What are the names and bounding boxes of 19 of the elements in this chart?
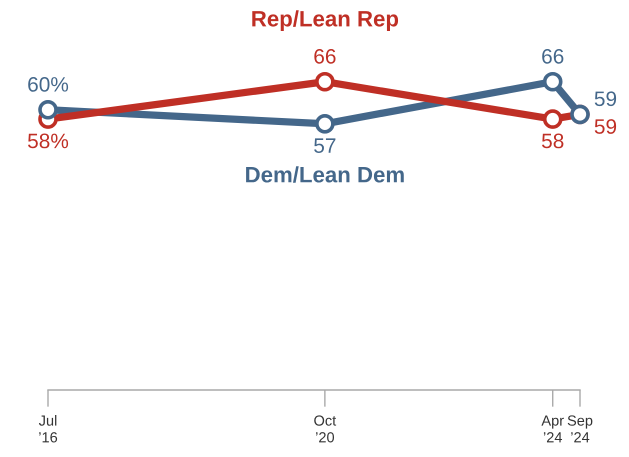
x-tick-label: Apr ’24	[541, 416, 564, 442]
series-label: Dem/Lean Dem	[246, 166, 404, 183]
point	[315, 114, 335, 134]
x-tick-label: Oct ’20	[314, 415, 336, 442]
data-label: 66	[542, 48, 564, 64]
data-label: 58	[542, 134, 564, 148]
x-tick-label: Sep ’24	[568, 415, 592, 442]
data-label: 57	[314, 138, 336, 153]
data-label: 66	[314, 48, 336, 64]
data-label: 59	[594, 91, 616, 106]
point	[542, 72, 563, 92]
data-label: 59	[594, 119, 616, 134]
data-label: 60%	[28, 76, 68, 92]
point	[542, 109, 563, 129]
data-label: 58%	[28, 134, 68, 148]
x-tick-label: Jul ’16	[38, 415, 58, 442]
text: Rep/Lean Rep	[252, 10, 398, 31]
point	[315, 72, 335, 92]
point	[38, 100, 58, 120]
